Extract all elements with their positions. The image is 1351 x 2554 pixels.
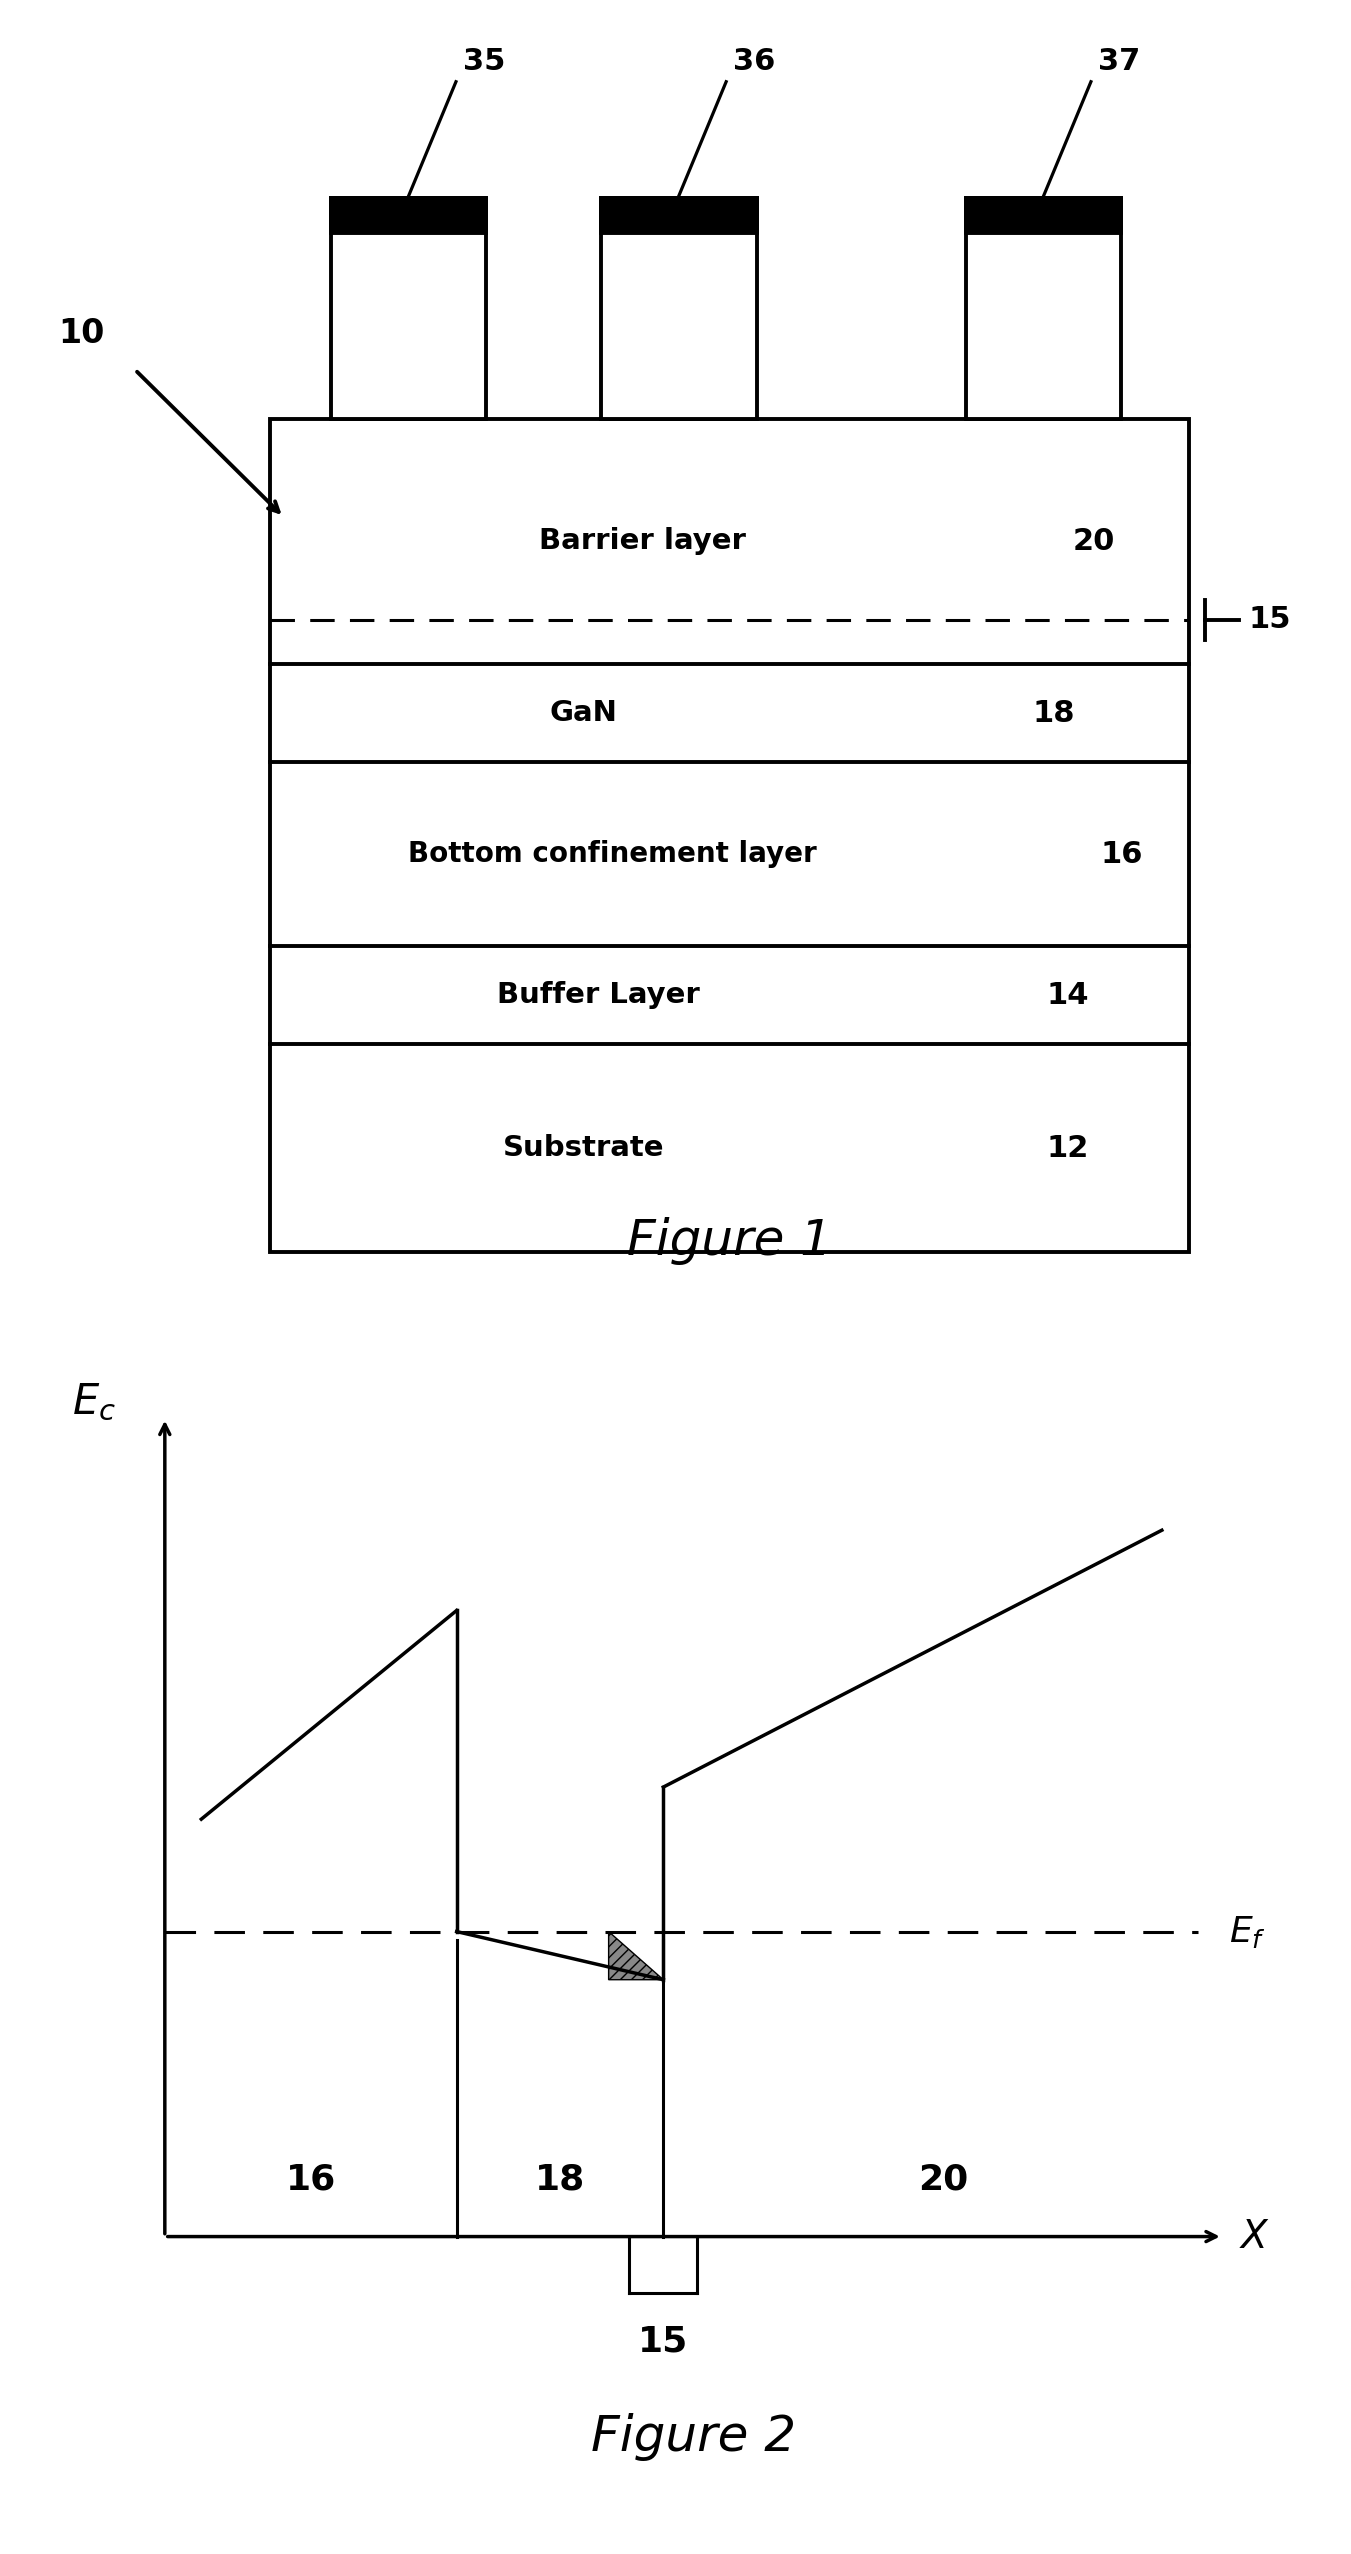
Text: 18: 18 (1032, 700, 1075, 728)
Text: 20: 20 (917, 2163, 969, 2196)
Text: Barrier layer: Barrier layer (539, 529, 746, 554)
Text: Figure 1: Figure 1 (627, 1216, 832, 1264)
Text: 10: 10 (58, 317, 104, 350)
Text: 14: 14 (1046, 981, 1089, 1009)
Text: 18: 18 (535, 2163, 585, 2196)
Text: 20: 20 (1073, 526, 1116, 557)
Text: Buffer Layer: Buffer Layer (497, 981, 700, 1009)
Polygon shape (331, 199, 486, 419)
Polygon shape (609, 1931, 663, 1979)
Polygon shape (601, 199, 757, 232)
Text: 15: 15 (1248, 605, 1290, 633)
Text: 15: 15 (638, 2324, 689, 2360)
Text: $E_c$: $E_c$ (72, 1382, 116, 1423)
Text: 16: 16 (1100, 840, 1143, 868)
Text: 37: 37 (1097, 46, 1140, 77)
Polygon shape (331, 199, 486, 232)
Text: GaN: GaN (550, 700, 617, 728)
Text: Bottom confinement layer: Bottom confinement layer (408, 840, 817, 868)
Polygon shape (601, 199, 757, 419)
Text: Substrate: Substrate (503, 1134, 665, 1162)
Text: 12: 12 (1046, 1134, 1089, 1162)
Text: 16: 16 (285, 2163, 336, 2196)
Polygon shape (966, 199, 1121, 419)
Text: X: X (1242, 2217, 1267, 2255)
Text: 35: 35 (462, 46, 505, 77)
Text: Figure 2: Figure 2 (592, 2414, 796, 2462)
Polygon shape (966, 199, 1121, 232)
Text: $E_f$: $E_f$ (1229, 1913, 1266, 1949)
Text: 36: 36 (734, 46, 775, 77)
